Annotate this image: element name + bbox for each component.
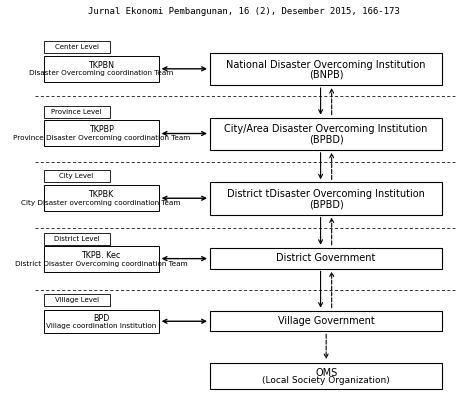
Text: Province Level: Province Level	[51, 109, 102, 115]
Text: TKPBN: TKPBN	[88, 61, 114, 70]
Text: District Level: District Level	[54, 236, 99, 242]
Bar	[44, 185, 159, 211]
Text: Center Level: Center Level	[55, 44, 98, 50]
Text: City Level: City Level	[60, 173, 94, 179]
Text: (BPBD): (BPBD)	[309, 199, 344, 209]
Text: District Government: District Government	[277, 253, 376, 263]
Bar	[44, 295, 109, 306]
Text: Village Government: Village Government	[278, 316, 375, 326]
Bar	[44, 120, 159, 146]
Bar	[44, 246, 159, 272]
Bar	[210, 311, 442, 331]
Text: TKPBP: TKPBP	[89, 126, 114, 135]
Text: National Disaster Overcoming Institution: National Disaster Overcoming Institution	[226, 60, 426, 70]
Bar	[210, 182, 442, 215]
Text: Village coordination Institution: Village coordination Institution	[46, 323, 156, 329]
Bar	[44, 41, 109, 53]
Bar	[44, 170, 109, 182]
Text: District Disaster Overcoming coordination Team: District Disaster Overcoming coordinatio…	[15, 261, 187, 267]
Text: BPD: BPD	[93, 314, 109, 323]
Text: (Local Society Organization): (Local Society Organization)	[262, 376, 390, 385]
Bar	[44, 310, 159, 333]
Bar	[210, 118, 442, 150]
Text: OMS: OMS	[315, 368, 337, 378]
Text: TKPBK: TKPBK	[88, 190, 114, 199]
Text: Province Disaster Overcoming coordination Team: Province Disaster Overcoming coordinatio…	[12, 135, 190, 141]
Text: (BPBD): (BPBD)	[309, 135, 344, 145]
Text: City/Area Disaster Overcoming Institution: City/Area Disaster Overcoming Institutio…	[224, 124, 428, 135]
Text: TKPB. Kec: TKPB. Kec	[82, 251, 121, 260]
Text: Jurnal Ekonomi Pembangunan, 16 (2), Desember 2015, 166-173: Jurnal Ekonomi Pembangunan, 16 (2), Dese…	[88, 7, 400, 16]
Text: (BNPB): (BNPB)	[309, 70, 344, 80]
Text: District tDisaster Overcoming Institution: District tDisaster Overcoming Institutio…	[227, 189, 425, 199]
Text: Disaster Overcoming coordination Team: Disaster Overcoming coordination Team	[29, 70, 173, 76]
Text: Village Level: Village Level	[55, 297, 98, 303]
Bar	[210, 53, 442, 85]
Bar	[44, 106, 109, 118]
Bar	[210, 363, 442, 389]
Text: City Disaster overcoming coordination Team: City Disaster overcoming coordination Te…	[22, 200, 181, 206]
Bar	[44, 56, 159, 82]
Bar	[44, 233, 109, 245]
Bar	[210, 248, 442, 269]
